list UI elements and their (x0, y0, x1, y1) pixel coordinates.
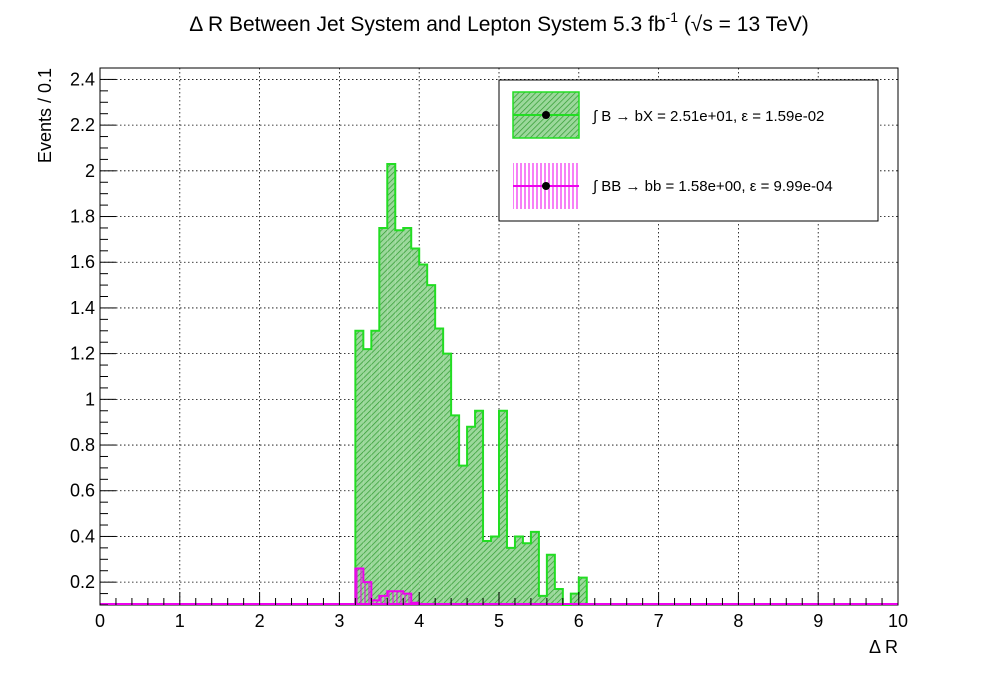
x-tick-label: 2 (255, 611, 265, 631)
series-outline-bb-bb (354, 567, 421, 605)
y-tick-label: 1.4 (70, 298, 95, 318)
x-tick-label: 4 (414, 611, 424, 631)
legend-entry-b-bx: ∫ B → bX = 2.51e+01, ε = 1.59e-02 (512, 91, 824, 139)
bar-b-bx (395, 230, 404, 605)
bar-b-bx (427, 285, 436, 605)
chart-title: Δ R Between Jet System and Lepton System… (189, 9, 809, 36)
legend-entry-bb-bb: ∫ BB → bb = 1.58e+00, ε = 9.99e-04 (513, 163, 833, 209)
bar-bb-bb (371, 600, 380, 605)
bar-b-bx (578, 577, 587, 605)
x-tick-label: 9 (813, 611, 823, 631)
x-tick-label: 0 (95, 611, 105, 631)
bar-bb-bb (379, 595, 388, 605)
y-tick-label: 1.2 (70, 344, 95, 364)
bar-bb-bb (355, 568, 364, 605)
x-tick-label: 1 (175, 611, 185, 631)
bar-b-bx (499, 410, 507, 605)
bar-b-bx (387, 163, 396, 605)
bar-b-bx (419, 264, 428, 605)
bar-b-bx (554, 589, 563, 605)
y-axis-label: Events / 0.1 (35, 68, 55, 163)
y-tick-label: 2.2 (70, 115, 95, 135)
y-tick-label: 1.6 (70, 252, 95, 272)
series-outline-b-bx (354, 162, 588, 606)
histogram-bars (100, 162, 898, 606)
y-tick-label: 0.8 (70, 435, 95, 455)
bar-b-bx (546, 554, 555, 605)
bar-b-bx (475, 410, 484, 605)
y-tick-label: 0.4 (70, 526, 95, 546)
x-axis-label: Δ R (869, 637, 898, 657)
y-tick-label: 1.8 (70, 207, 95, 227)
bar-b-bx (371, 330, 380, 605)
bar-b-bx (459, 465, 468, 605)
bar-bb-bb (403, 593, 412, 605)
legend: ∫ B → bX = 2.51e+01, ε = 1.59e-02 ∫ BB →… (498, 79, 879, 222)
legend-marker-bb-bb (542, 182, 550, 190)
x-tick-label: 7 (654, 611, 664, 631)
bar-b-bx (363, 349, 372, 605)
legend-label-bb-bb: ∫ BB → bb = 1.58e+00, ε = 9.99e-04 (592, 178, 833, 195)
axis-ticks: 0 1 2 3 4 5 6 7 8 9 10 0.2 0.4 0.6 0.8 1 1.2 1.4 1.6 1.8 2 2.… (70, 67, 908, 631)
legend-label-b-bx: ∫ B → bX = 2.51e+01, ε = 1.59e-02 (592, 108, 824, 125)
bar-bb-bb (395, 591, 404, 605)
bar-b-bx (483, 541, 492, 605)
x-tick-label: 10 (888, 611, 908, 631)
bar-b-bx (411, 248, 420, 605)
bar-bb-bb (363, 582, 372, 605)
bar-b-bx (435, 328, 444, 605)
y-tick-label: 1 (85, 389, 95, 409)
bar-b-bx (570, 593, 579, 605)
bar-bb-bb (387, 591, 396, 605)
y-tick-label: 0.6 (70, 481, 95, 501)
bar-b-bx (355, 330, 364, 605)
bar-b-bx (451, 415, 460, 605)
bar-b-bx (467, 426, 476, 605)
bar-b-bx (403, 227, 412, 605)
bar-b-bx (443, 353, 452, 605)
bar-b-bx (491, 536, 499, 605)
y-tick-label: 2.4 (70, 69, 95, 89)
y-tick-label: 2 (85, 161, 95, 181)
bar-b-bx (522, 543, 531, 605)
bar-b-bx (538, 595, 547, 605)
bar-b-bx (379, 227, 388, 605)
bar-b-bx (530, 531, 539, 605)
y-tick-label: 0.2 (70, 572, 95, 592)
bar-b-bx (506, 547, 515, 605)
x-tick-label: 8 (733, 611, 743, 631)
legend-marker-b-bx (542, 111, 550, 119)
x-tick-label: 5 (494, 611, 504, 631)
x-tick-label: 3 (334, 611, 344, 631)
bar-b-bx (514, 536, 523, 605)
x-tick-label: 6 (574, 611, 584, 631)
